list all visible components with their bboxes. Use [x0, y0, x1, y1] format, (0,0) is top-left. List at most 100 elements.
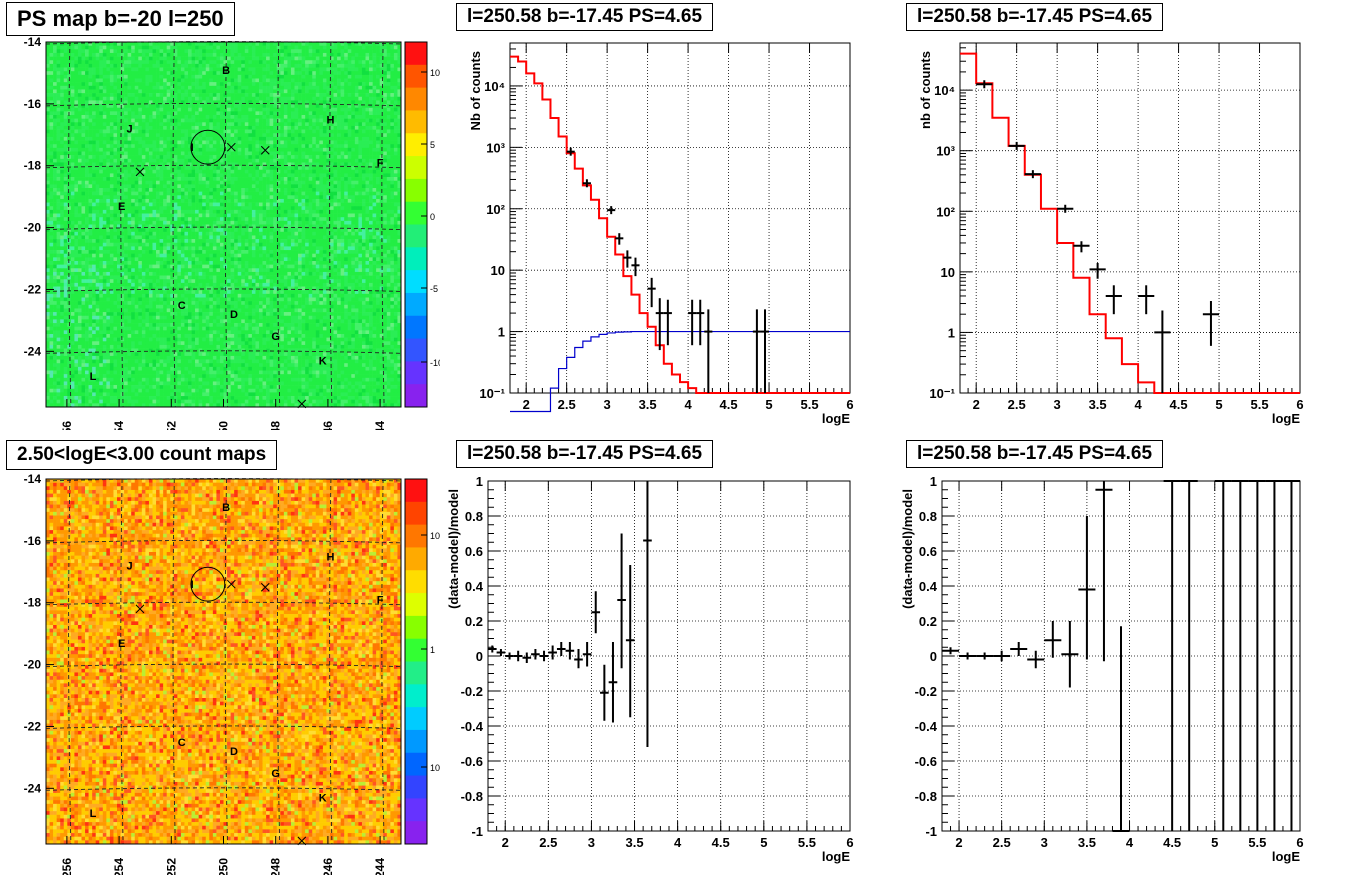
heatmap-cell [365, 162, 370, 167]
heatmap-cell [305, 118, 309, 123]
heatmap-cell [255, 63, 260, 68]
heatmap-cell [393, 104, 398, 108]
heatmap-cell [177, 100, 182, 105]
heatmap-cell [326, 133, 331, 138]
heatmap-cell [113, 52, 118, 57]
heatmap-cell [227, 151, 231, 156]
heatmap-cell [156, 220, 160, 225]
heatmap-cell [397, 60, 402, 65]
heatmap-cell [188, 184, 192, 189]
heatmap-cell [212, 136, 217, 141]
heatmap-cell [273, 155, 278, 160]
heatmap-cell [173, 49, 178, 54]
heatmap-cell [205, 115, 210, 119]
heatmap-cell [46, 217, 50, 222]
heatmap-cell [358, 206, 363, 211]
heatmap-cell [319, 155, 324, 160]
heatmap-cell [188, 169, 192, 174]
heatmap-cell [138, 71, 143, 76]
heatmap-cell [77, 100, 82, 105]
heatmap-cell [77, 129, 82, 134]
heatmap-cell [347, 71, 352, 76]
heatmap-cell [74, 133, 79, 138]
heatmap-cell [191, 78, 196, 83]
heatmap-cell [180, 52, 185, 57]
heatmap-cell [138, 118, 143, 123]
heatmap-cell [354, 82, 359, 87]
heatmap-cell [259, 209, 263, 214]
heatmap-cell [99, 136, 104, 141]
heatmap-cell [234, 166, 238, 171]
heatmap-cell [337, 89, 341, 94]
heatmap-cell [269, 213, 274, 218]
heatmap-cell [77, 188, 82, 192]
heatmap-cell [219, 67, 224, 72]
heatmap-cell [163, 213, 167, 218]
heatmap-cell [180, 60, 185, 65]
heatmap-cell [262, 191, 267, 196]
heatmap-cell [383, 118, 388, 123]
heatmap-cell [244, 133, 249, 138]
heatmap-cell [102, 180, 107, 185]
heatmap-cell [337, 63, 341, 68]
heatmap-cell [67, 100, 72, 105]
heatmap-cell [393, 209, 398, 214]
heatmap-cell [127, 173, 132, 178]
heatmap-cell [372, 133, 377, 138]
heatmap-cell [315, 45, 320, 50]
heatmap-cell [237, 78, 242, 83]
heatmap-cell [269, 104, 274, 108]
heatmap-cell [230, 104, 235, 108]
heatmap-cell [106, 89, 111, 94]
heatmap-cell [77, 133, 82, 138]
heatmap-cell [369, 82, 373, 87]
heatmap-cell [255, 162, 260, 167]
heatmap-cell [227, 195, 231, 200]
heatmap-cell [340, 177, 345, 181]
heatmap-cell [358, 155, 363, 160]
heatmap-cell [166, 45, 171, 50]
heatmap-cell [376, 191, 380, 196]
heatmap-cell [262, 144, 267, 149]
heatmap-cell [354, 67, 359, 72]
heatmap-cell [223, 220, 228, 225]
heatmap-cell [340, 155, 345, 160]
heatmap-cell [202, 206, 207, 211]
heatmap-cell [209, 42, 214, 46]
heatmap-cell [70, 173, 75, 178]
heatmap-cell [131, 52, 136, 57]
heatmap-cell [393, 140, 398, 145]
heatmap-cell [138, 93, 143, 98]
heatmap-cell [152, 82, 157, 87]
heatmap-cell [283, 107, 288, 112]
heatmap-cell [326, 111, 331, 116]
heatmap-cell [60, 111, 65, 116]
heatmap-cell [173, 93, 178, 98]
heatmap-cell [152, 63, 157, 68]
heatmap-cell [191, 115, 196, 119]
heatmap-cell [191, 100, 196, 105]
heatmap-cell [361, 125, 366, 130]
heatmap-cell [234, 129, 238, 134]
heatmap-cell [131, 191, 136, 196]
heatmap-cell [81, 217, 86, 222]
heatmap-cell [266, 198, 270, 203]
heatmap-cell [390, 129, 395, 134]
heatmap-cell [170, 202, 175, 207]
heatmap-cell [301, 74, 306, 79]
heatmap-cell [74, 122, 79, 127]
heatmap-cell [248, 151, 253, 156]
heatmap-cell [287, 104, 292, 108]
heatmap-cell [351, 180, 356, 185]
heatmap-cell [301, 71, 306, 76]
heatmap-cell [81, 111, 86, 116]
heatmap-cell [85, 60, 89, 65]
heatmap-cell [74, 56, 79, 61]
heatmap-cell [106, 177, 111, 181]
heatmap-cell [276, 217, 281, 222]
heatmap-cell [219, 104, 224, 108]
heatmap-cell [141, 85, 146, 90]
heatmap-cell [294, 104, 299, 108]
heatmap-cell [322, 155, 327, 160]
heatmap-cell [237, 180, 242, 185]
